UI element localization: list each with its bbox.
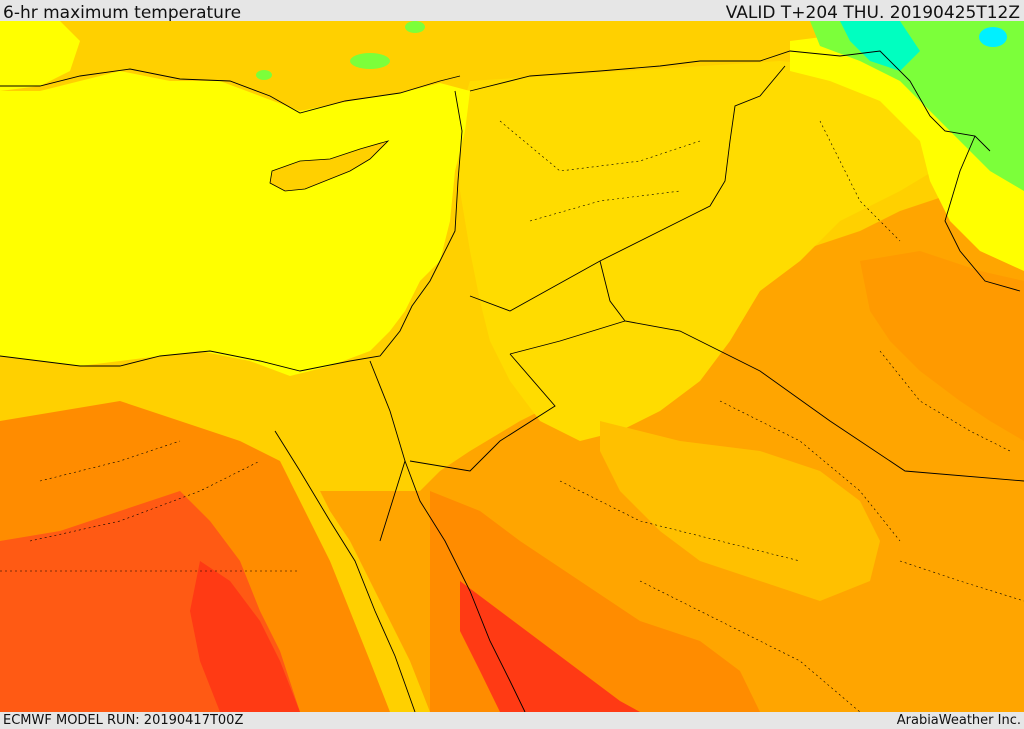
cold-green-zone — [810, 21, 1024, 191]
saudi-red-zone — [460, 581, 640, 712]
iraq-orange-band — [860, 251, 1024, 441]
cold-cyan-zone — [840, 21, 920, 71]
saudi-central-yellow — [600, 421, 880, 601]
valid-time-label: VALID T+204 THU. 20190425T12Z — [725, 3, 1020, 23]
temperature-map — [0, 21, 1024, 712]
map-title: 6-hr maximum temperature — [3, 3, 242, 23]
red-sea — [290, 441, 430, 712]
province-lines — [0, 120, 1024, 712]
cyprus-island — [269, 140, 390, 192]
footer-bar: ECMWF MODEL RUN: 20190417T00Z ArabiaWeat… — [0, 712, 1024, 729]
cold-green-spot-1 — [350, 53, 390, 69]
aegean-sea — [0, 21, 80, 91]
header-bar: 6-hr maximum temperature VALID T+204 THU… — [0, 0, 1024, 23]
syria-yellow-zone — [455, 61, 950, 441]
map-canvas — [0, 21, 1024, 712]
cold-green-spot-3 — [256, 70, 272, 80]
model-run-label: ECMWF MODEL RUN: 20190417T00Z — [3, 713, 244, 728]
cold-green-spot-2 — [405, 21, 425, 33]
country-borders — [0, 50, 1024, 712]
mediterranean-sea — [0, 71, 470, 376]
credit-label: ArabiaWeather Inc. — [896, 713, 1021, 728]
egypt-hot-zone — [190, 561, 300, 712]
cold-cyan-spot — [979, 27, 1007, 47]
